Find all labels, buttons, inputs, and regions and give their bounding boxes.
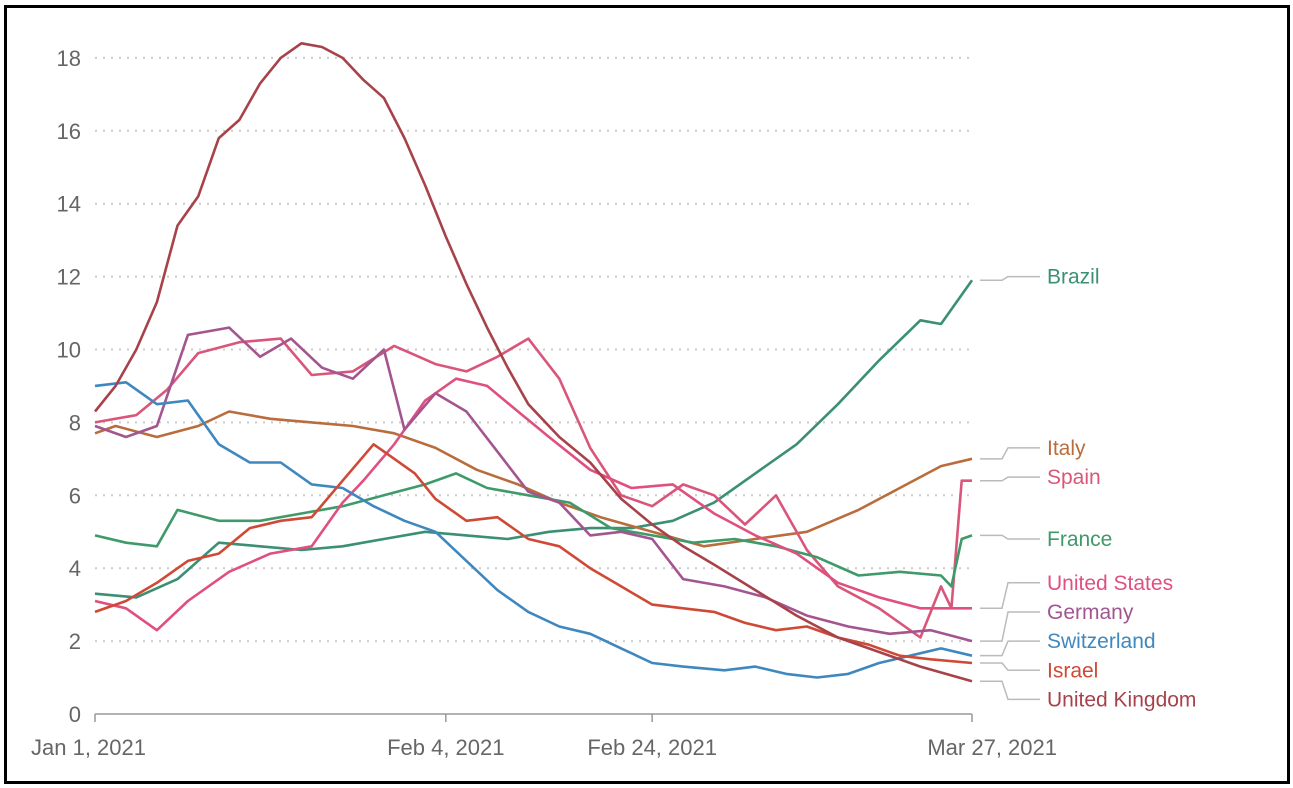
y-tick-label: 6 [69,483,81,508]
series-label-spain: Spain [1047,466,1101,489]
y-tick-label: 18 [57,46,81,71]
series-line-united-kingdom [93,42,973,683]
series-label-switzerland: Switzerland [1047,630,1156,653]
series-line-israel [94,443,973,665]
label-connector [980,447,1040,460]
series-label-brazil: Brazil [1047,266,1100,289]
grid-lines [95,56,972,643]
x-axis: Jan 1, 2021 Feb 4, 2021 Feb 24, 2021 Mar 27… [31,713,1057,760]
series-line-united-states [94,377,972,632]
label-connector [980,611,1040,642]
series-line-brazil [94,279,974,599]
label-connector [980,275,1040,281]
series-label-united-states: United States [1047,572,1173,595]
x-tick-label: Feb 24, 2021 [587,735,717,760]
series-label-israel: Israel [1047,659,1098,682]
y-tick-label: 12 [57,265,81,290]
label-connector [980,640,1040,657]
y-tick-label: 4 [69,556,81,581]
series-lines [93,42,974,683]
label-connector [980,662,1040,672]
x-tick-label: Feb 4, 2021 [387,735,504,760]
chart-frame: 0 2 4 6 8 10 12 14 16 18 Jan 1, 2021 Feb 4, 2021 Fe… [4,5,1290,784]
label-connector [980,582,1040,610]
y-tick-label: 10 [57,338,81,363]
series-label-germany: Germany [1047,601,1134,624]
label-connector [980,534,1040,540]
y-tick-label: 14 [57,192,81,217]
series-line-spain [94,337,972,639]
x-tick-label: Jan 1, 2021 [31,735,146,760]
x-tick-label: Mar 27, 2021 [927,735,1057,760]
series-line-germany [94,326,973,643]
line-chart: 0 2 4 6 8 10 12 14 16 18 Jan 1, 2021 Feb 4, 2021 Fe… [31,42,1196,760]
series-label-italy: Italy [1047,437,1086,460]
y-tick-label: 8 [69,410,81,435]
series-label-france: France [1047,528,1112,551]
y-tick-label: 16 [57,119,81,144]
y-tick-label: 0 [69,702,81,727]
series-line-switzerland [94,381,973,679]
series-label-united-kingdom: United Kingdom [1047,688,1196,711]
y-tick-label: 2 [69,629,81,654]
series-labels: Brazil Italy Spain France United States Germa… [980,266,1196,711]
series-line-italy [94,410,973,548]
label-connector [980,476,1040,482]
label-connector [980,680,1040,701]
y-axis-ticks: 0 2 4 6 8 10 12 14 16 18 [57,46,81,727]
